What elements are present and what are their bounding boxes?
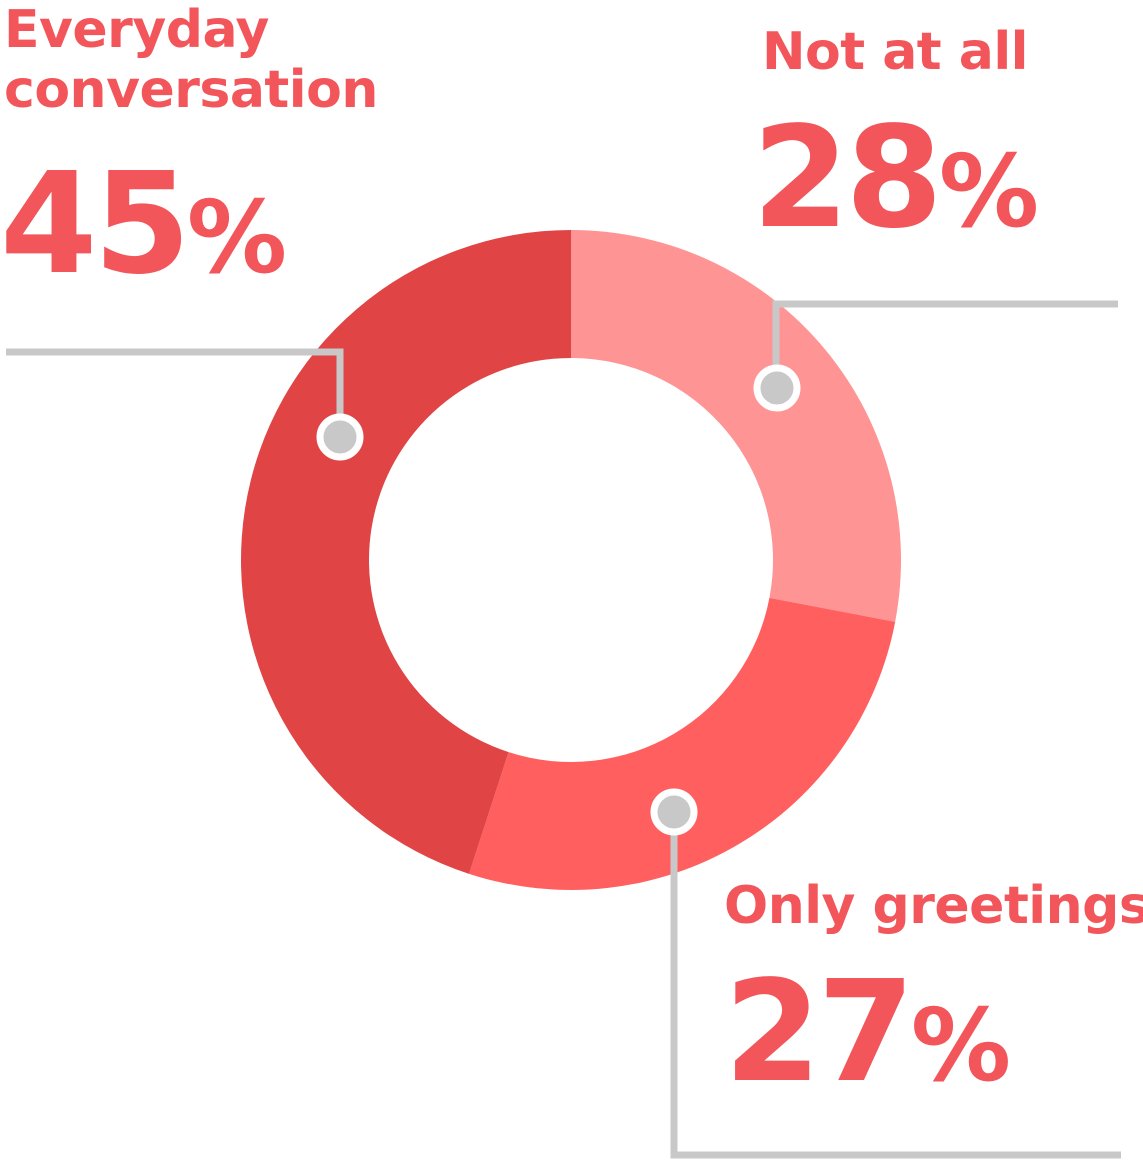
percent-sign: % <box>938 133 1040 250</box>
percent-sign: % <box>186 179 288 296</box>
marker-not-at-all <box>753 364 801 412</box>
label-everyday-conversation: Everyday conversation <box>4 0 378 120</box>
marker-greetings <box>650 788 698 836</box>
value-number: 45 <box>0 143 191 306</box>
value-only-greetings: 27% <box>724 958 1011 1121</box>
donut-slices <box>241 230 901 890</box>
value-everyday-conversation: 45% <box>0 150 287 313</box>
value-not-at-all: 28% <box>752 104 1039 267</box>
donut-slice-everyday-conversation <box>241 230 571 874</box>
label-not-at-all: Not at all <box>762 22 1029 82</box>
value-number: 27 <box>724 951 915 1114</box>
leader-line-greetings <box>670 812 1121 1159</box>
label-only-greetings: Only greetings <box>724 876 1143 936</box>
donut-slice-not-at-all <box>571 230 901 622</box>
leader-lines <box>6 300 1121 1159</box>
leader-line-everyday <box>6 348 344 437</box>
donut-slice-only-greetings <box>469 597 896 890</box>
leader-line-not-at-all <box>772 300 1118 388</box>
percent-sign: % <box>910 987 1012 1104</box>
marker-everyday <box>316 413 364 461</box>
slice-markers <box>316 364 801 836</box>
value-number: 28 <box>752 97 943 260</box>
